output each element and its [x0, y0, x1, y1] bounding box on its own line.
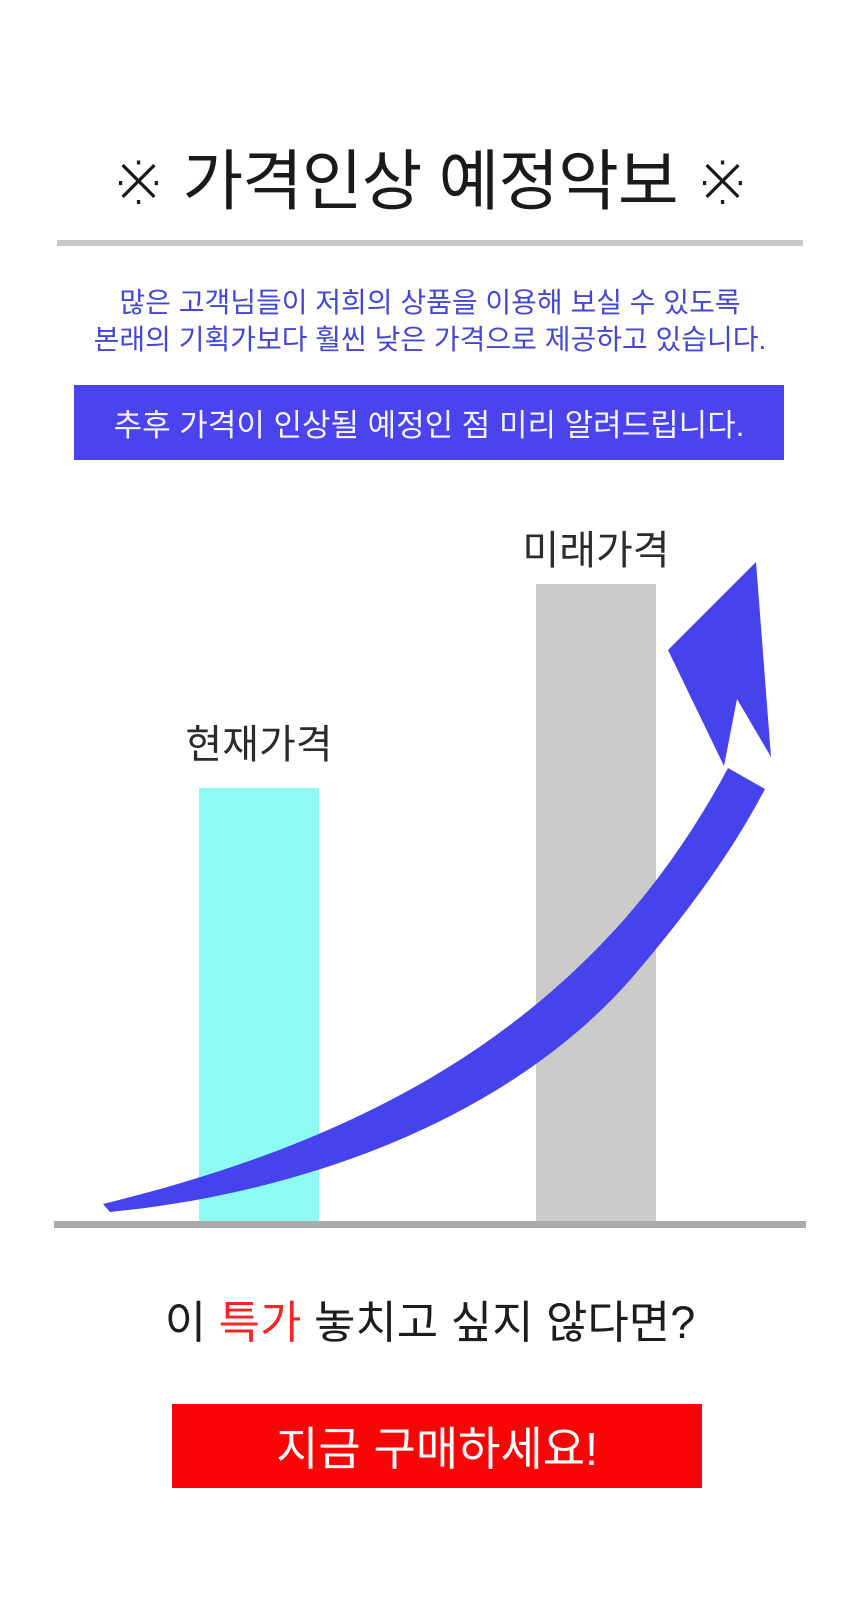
current-price-label: 현재가격: [185, 723, 333, 767]
future-price-bar: [536, 584, 656, 1222]
intro-line-2: 본래의 기획가보다 훨씬 낮은 가격으로 제공하고 있습니다.: [93, 324, 767, 355]
cta-highlight-special-price: 특가: [218, 1297, 302, 1348]
intro-text: 많은 고객님들이 저희의 상품을 이용해 보실 수 있도록 본래의 기획가보다 …: [0, 284, 860, 358]
price-increase-notice-banner: 추후 가격이 인상될 예정인 점 미리 알려드립니다.: [74, 385, 784, 460]
current-price-bar: [199, 788, 319, 1222]
cta-question: 이 특가 놓치고 싶지 않다면?: [0, 1286, 860, 1351]
cta-question-suffix: 놓치고 싶지 않다면?: [301, 1297, 696, 1348]
future-price-label: 미래가격: [522, 529, 670, 573]
notice-banner-text: 추후 가격이 인상될 예정인 점 미리 알려드립니다.: [113, 408, 745, 443]
cta-question-prefix: 이: [164, 1297, 219, 1348]
chart-baseline: [54, 1221, 806, 1228]
page-title: ※ 가격인상 예정악보 ※: [110, 144, 750, 218]
buy-now-button-label: 지금 구매하세요!: [276, 1423, 598, 1475]
intro-line-1: 많은 고객님들이 저희의 상품을 이용해 보실 수 있도록: [119, 287, 741, 318]
buy-now-button[interactable]: 지금 구매하세요!: [172, 1404, 702, 1488]
title-divider: [57, 240, 803, 246]
